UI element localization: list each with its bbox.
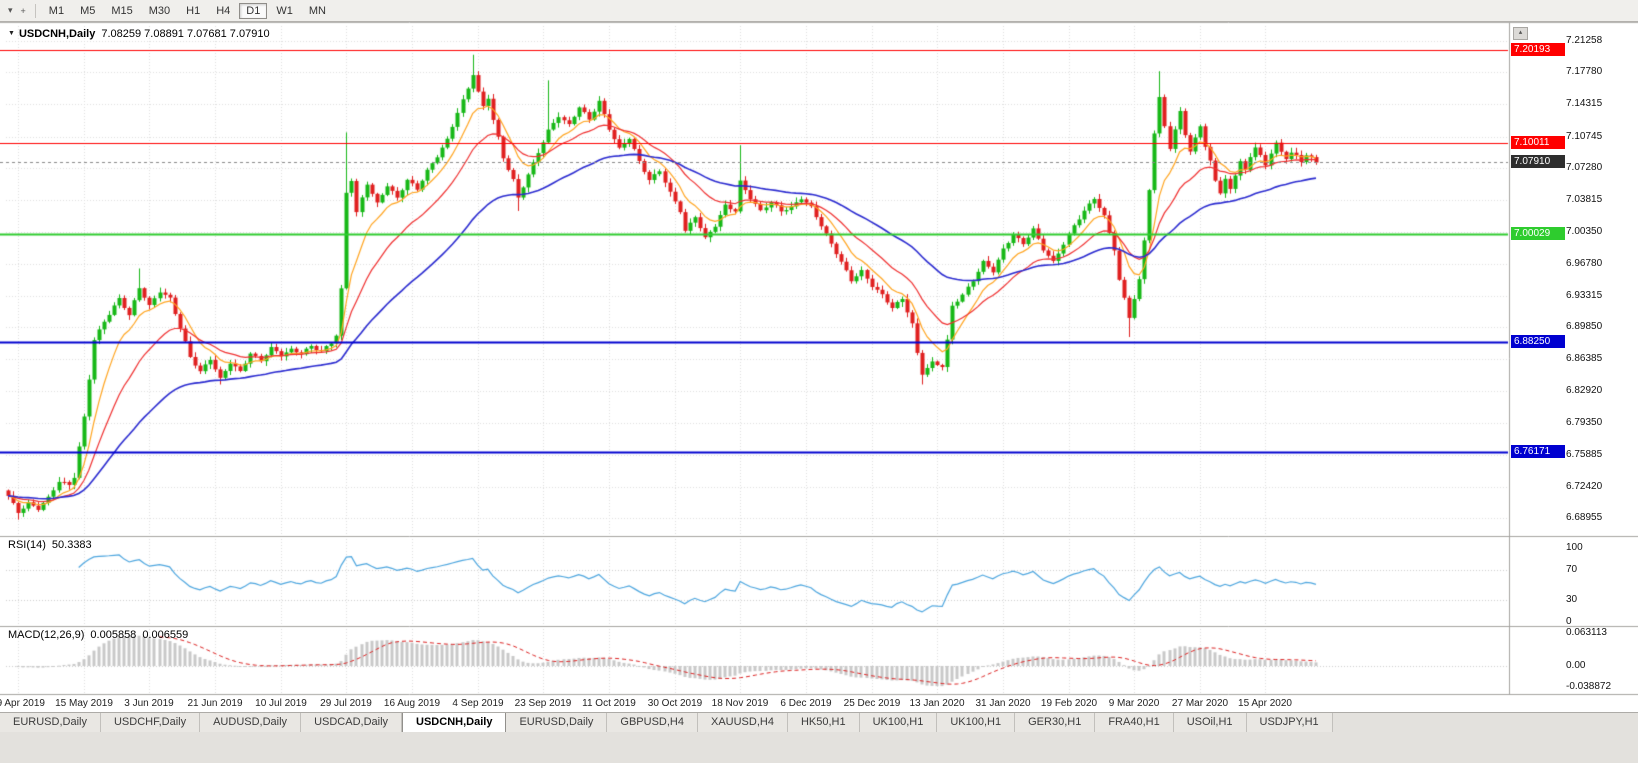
rsi-value: 50.3383 — [51, 539, 92, 551]
timeframe-button-m30[interactable]: M30 — [148, 4, 171, 17]
chart-tab-gbpusd-h4[interactable]: GBPUSD,H4 — [607, 713, 698, 732]
chart-symbol-label: USDCNH,Daily — [18, 28, 96, 40]
chart-tab-usdchf-daily[interactable]: USDCHF,Daily — [100, 713, 201, 732]
timeframe-button-h1[interactable]: H1 — [186, 4, 201, 17]
chart-tab-xauusd-h4[interactable]: XAUUSD,H4 — [697, 713, 788, 732]
macd-title: MACD(12,26,9) 0.005858 0.006559 — [8, 629, 188, 641]
chart-ohlc-values: 7.08259 7.08891 7.07681 7.07910 — [101, 28, 270, 40]
timeframe-toolbar: ▾ + M1 M5 M15 M30 H1 H4 D1 W1 MN — [0, 0, 1638, 22]
toolbar-separator — [34, 3, 36, 18]
chart-title: ▼ USDCNH,Daily 7.08259 7.08891 7.07681 7.0… — [8, 28, 270, 40]
crosshair-icon[interactable]: + — [20, 5, 26, 16]
chart-mode-icon[interactable]: ▾ — [8, 5, 13, 15]
chart-tab-usdjpy-h1[interactable]: USDJPY,H1 — [1246, 713, 1333, 732]
chart-tab-fra40-h1[interactable]: FRA40,H1 — [1095, 713, 1174, 732]
scale-scroll-button[interactable]: ▴ — [1513, 27, 1528, 40]
chart-tab-eurusd-daily[interactable]: EURUSD,Daily — [0, 713, 101, 732]
timeframe-button-m1[interactable]: M1 — [48, 4, 65, 17]
macd-label: MACD(12,26,9) — [8, 629, 85, 641]
chart-tab-usdcnh-daily[interactable]: USDCNH,Daily — [402, 713, 507, 732]
timeframe-button-h4[interactable]: H4 — [216, 4, 231, 17]
chart-tab-eurusd-daily[interactable]: EURUSD,Daily — [506, 713, 608, 732]
chart-tab-uk100-h1[interactable]: UK100,H1 — [859, 713, 938, 732]
timeframe-button-m5[interactable]: M5 — [80, 4, 96, 17]
rsi-label: RSI(14) — [8, 539, 46, 551]
chart-tab-usdcad-daily[interactable]: USDCAD,Daily — [301, 713, 403, 732]
chart-tab-audusd-daily[interactable]: AUDUSD,Daily — [200, 713, 302, 732]
chart-tab-uk100-h1[interactable]: UK100,H1 — [937, 713, 1016, 732]
timeframe-button-mn[interactable]: MN — [308, 4, 326, 17]
macd-value-signal: 0.006559 — [142, 629, 189, 641]
timeframe-button-m15[interactable]: M15 — [111, 4, 133, 17]
rsi-title: RSI(14) 50.3383 — [8, 539, 92, 551]
symbol-dropdown-icon[interactable]: ▼ — [8, 30, 15, 37]
macd-value-main: 0.005858 — [90, 629, 137, 641]
timeframe-button-d1[interactable]: D1 — [239, 2, 268, 19]
chart-tab-usoil-h1[interactable]: USOil,H1 — [1173, 713, 1247, 732]
chart-tab-hk50-h1[interactable]: HK50,H1 — [787, 713, 860, 732]
chart-tab-ger30-h1[interactable]: GER30,H1 — [1015, 713, 1096, 732]
timeframe-button-w1[interactable]: W1 — [276, 4, 293, 17]
symbol-tabbar: EURUSD,Daily USDCHF,Daily AUDUSD,Daily USDC… — [0, 712, 1638, 763]
